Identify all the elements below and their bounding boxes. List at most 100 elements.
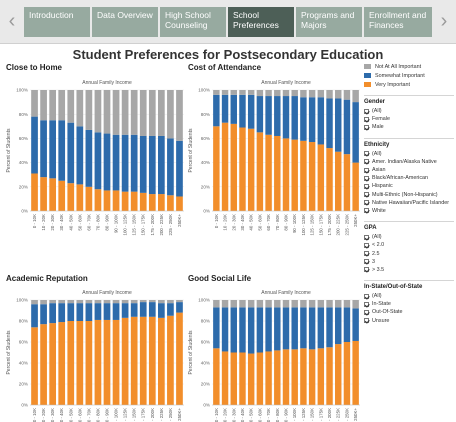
filter-option[interactable]: Out-Of-State: [364, 308, 454, 316]
filter-option[interactable]: Black/African-American: [364, 174, 454, 182]
filter-option[interactable]: White: [364, 207, 454, 215]
tab-data-overview[interactable]: Data Overview: [92, 7, 158, 37]
legend-item[interactable]: Not At All Important: [364, 62, 454, 71]
x-axis-title: Annual Family Income: [261, 80, 311, 86]
legend-swatch: [364, 64, 371, 69]
bar-very-important: [221, 351, 229, 405]
checkbox[interactable]: [364, 192, 369, 198]
checkbox[interactable]: [364, 301, 369, 307]
bar-somewhat-important: [103, 133, 111, 191]
bar-not-at-all-important: [40, 90, 47, 121]
bar-somewhat-important: [85, 129, 93, 187]
checkbox[interactable]: [364, 309, 369, 315]
checkbox[interactable]: [364, 259, 369, 265]
x-tick-label: 30 - 40K: [240, 408, 245, 422]
x-tick-label: 200 - 225K: [159, 214, 164, 236]
filter-option[interactable]: Female: [364, 115, 454, 123]
bar-somewhat-important: [352, 308, 359, 341]
bar-very-important: [230, 352, 237, 405]
checkbox[interactable]: [364, 124, 369, 130]
filter-option[interactable]: > 3.5: [364, 266, 454, 274]
checkbox[interactable]: [364, 318, 369, 324]
tab-introduction[interactable]: Introduction: [24, 7, 90, 37]
bar-very-important: [94, 189, 102, 211]
bar-not-at-all-important: [85, 300, 93, 304]
checkbox[interactable]: [364, 267, 369, 273]
chevron-right-icon[interactable]: ›: [440, 10, 448, 32]
x-tick-label: 80 - 90K: [284, 408, 289, 422]
filter-option[interactable]: Asian: [364, 166, 454, 174]
checkbox[interactable]: [364, 108, 369, 114]
chevron-left-icon[interactable]: ‹: [8, 10, 16, 32]
filter-option[interactable]: Male: [364, 123, 454, 131]
bar-somewhat-important: [274, 307, 281, 351]
filter-option[interactable]: Amer. Indian/Alaska Native: [364, 158, 454, 166]
bar-not-at-all-important: [247, 90, 255, 95]
bar-somewhat-important: [291, 96, 298, 140]
y-tick-label: 20%: [201, 382, 210, 387]
checkbox[interactable]: [364, 208, 369, 214]
bar-somewhat-important: [112, 303, 120, 320]
tab-programs-and-majors[interactable]: Programs and Majors: [296, 7, 362, 37]
bar-very-important: [291, 139, 298, 211]
checkbox[interactable]: [364, 159, 369, 165]
filter-option[interactable]: Native Hawaiian/Pacific Islander: [364, 199, 454, 207]
checkbox[interactable]: [364, 234, 369, 240]
filter-option[interactable]: (All): [364, 107, 454, 115]
filter-option[interactable]: 3: [364, 258, 454, 266]
option-label: (All): [372, 150, 382, 157]
bar-very-important: [139, 192, 147, 211]
checkbox[interactable]: [364, 200, 369, 206]
filter-option[interactable]: 2.5: [364, 249, 454, 257]
legend-item[interactable]: Somewhat Important: [364, 71, 454, 80]
bar-not-at-all-important: [239, 300, 246, 308]
bar-very-important: [130, 191, 138, 211]
x-tick-label: 200 - 225K: [336, 408, 341, 422]
bar-not-at-all-important: [167, 300, 174, 304]
x-tick-label: 40 - 50K: [249, 214, 254, 231]
bar-not-at-all-important: [300, 300, 307, 308]
tab-enrollment-and-finances[interactable]: Enrollment and Finances: [364, 7, 432, 37]
checkbox[interactable]: [364, 183, 369, 189]
bar-very-important: [265, 134, 272, 211]
x-tick-label: 70 - 80K: [275, 214, 280, 231]
bar-very-important: [256, 352, 264, 405]
checkbox[interactable]: [364, 151, 369, 157]
checkbox[interactable]: [364, 116, 369, 122]
bar-somewhat-important: [130, 303, 138, 317]
filter-option[interactable]: Multi-Ethnic (Non-Hispanic): [364, 191, 454, 199]
tab-school-preferences[interactable]: School Preferences: [228, 7, 294, 37]
filter-option[interactable]: < 2.0: [364, 241, 454, 249]
tab-high-school-counseling[interactable]: High School Counseling: [160, 7, 226, 37]
filter-option[interactable]: (All): [364, 292, 454, 300]
filter-option[interactable]: (All): [364, 150, 454, 158]
bar-somewhat-important: [112, 134, 120, 191]
checkbox[interactable]: [364, 167, 369, 173]
checkbox[interactable]: [364, 293, 369, 299]
bar-very-important: [176, 196, 183, 211]
y-tick-label: 60%: [201, 136, 210, 141]
bar-not-at-all-important: [300, 90, 307, 98]
x-tick-label: 30 - 40K: [59, 408, 64, 422]
filter-option[interactable]: Unsure: [364, 317, 454, 325]
x-tick-label: 250K+: [353, 408, 358, 421]
option-label: Native Hawaiian/Pacific Islander: [372, 199, 450, 206]
bar-not-at-all-important: [148, 300, 156, 303]
bar-somewhat-important: [85, 303, 93, 321]
checkbox[interactable]: [364, 251, 369, 257]
bar-very-important: [343, 154, 351, 211]
checkbox[interactable]: [364, 175, 369, 181]
chart-title: Good Social Life: [188, 274, 252, 283]
x-tick-label: 175 - 200K: [327, 408, 332, 422]
bar-somewhat-important: [335, 307, 342, 345]
bar-somewhat-important: [300, 97, 307, 141]
checkbox[interactable]: [364, 242, 369, 248]
bar-not-at-all-important: [352, 90, 359, 103]
bar-somewhat-important: [317, 307, 325, 349]
option-label: Multi-Ethnic (Non-Hispanic): [372, 191, 438, 198]
bar-not-at-all-important: [282, 90, 290, 97]
filter-option[interactable]: In-State: [364, 300, 454, 308]
legend-item[interactable]: Very Important: [364, 80, 454, 89]
filter-option[interactable]: (All): [364, 233, 454, 241]
filter-option[interactable]: Hispanic: [364, 182, 454, 190]
